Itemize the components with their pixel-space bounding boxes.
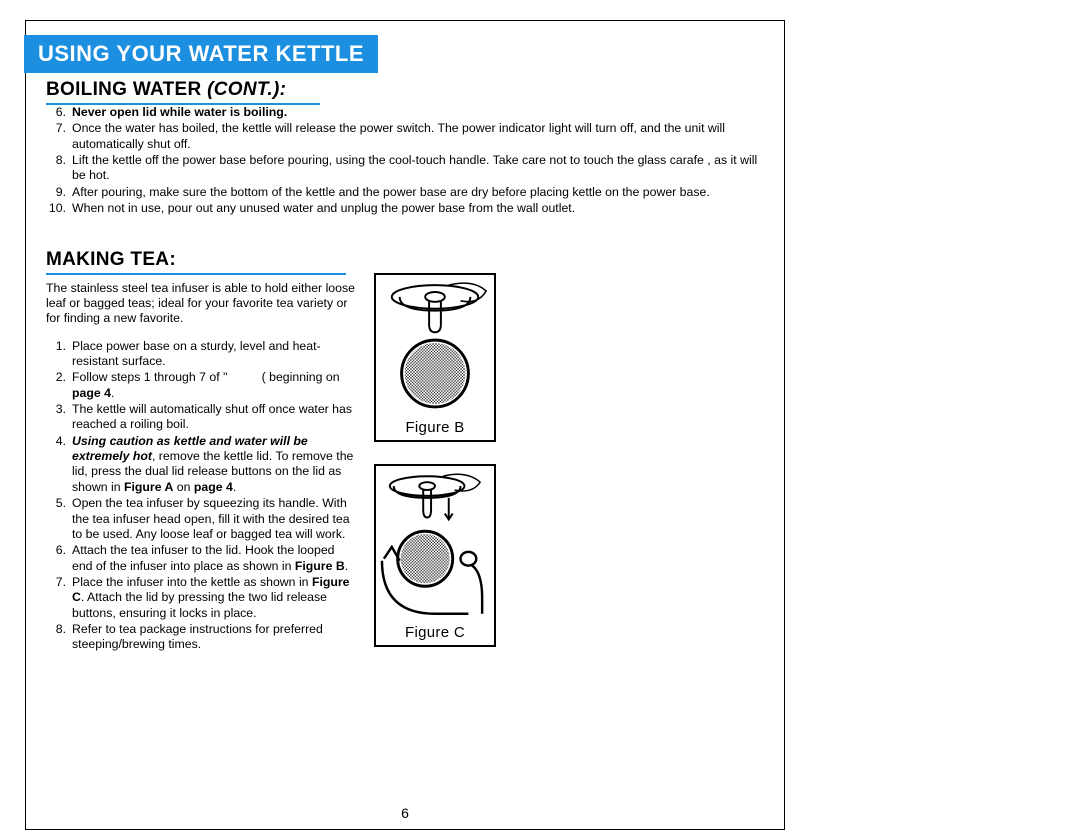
list-item: 10.When not in use, pour out any unused … [68, 201, 764, 216]
boiling-title-text: BOILING WATER [46, 79, 202, 100]
lower-row: MAKING TEA: The stainless steel tea infu… [26, 243, 784, 669]
list-item: 9.After pouring, make sure the bottom of… [68, 185, 764, 200]
section-banner: USING YOUR WATER KETTLE [24, 35, 378, 73]
figure-b-illustration [376, 275, 494, 417]
list-item: 8.Refer to tea package instructions for … [68, 622, 358, 653]
list-item: 3.The kettle will automatically shut off… [68, 402, 358, 433]
making-tea-title: MAKING TEA: [46, 249, 358, 271]
manual-page: USING YOUR WATER KETTLE BOILING WATER (C… [25, 20, 785, 830]
boiling-water-title: BOILING WATER (CONT.): [46, 79, 784, 101]
making-tea-column: MAKING TEA: The stainless steel tea infu… [26, 243, 366, 669]
list-item: 6.Attach the tea infuser to the lid. Hoo… [68, 543, 358, 574]
boiling-title-cont: (CONT.): [202, 79, 287, 100]
list-item: 8.Lift the kettle off the power base bef… [68, 153, 764, 184]
figure-c-illustration [376, 466, 494, 622]
boiling-list: 6.Never open lid while water is boiling.… [46, 105, 764, 217]
list-item: 2.Follow steps 1 through 7 of " ( beginn… [68, 370, 358, 401]
figures-column: Figure B [374, 243, 506, 669]
boiling-content: 6.Never open lid while water is boiling.… [26, 105, 784, 217]
figure-c-caption: Figure C [376, 622, 494, 645]
figure-b-caption: Figure B [376, 417, 494, 440]
list-item: 6.Never open lid while water is boiling. [68, 105, 764, 120]
underline [46, 273, 346, 275]
figure-c-box: Figure C [374, 464, 496, 647]
list-item: 7.Once the water has boiled, the kettle … [68, 121, 764, 152]
list-item: 1.Place power base on a sturdy, level an… [68, 339, 358, 370]
list-item: 5.Open the tea infuser by squeezing its … [68, 496, 358, 542]
list-item: 4.Using caution as kettle and water will… [68, 434, 358, 495]
figure-b-box: Figure B [374, 273, 496, 442]
list-item: 7.Place the infuser into the kettle as s… [68, 575, 358, 621]
tea-intro: The stainless steel tea infuser is able … [46, 281, 358, 327]
tea-list: 1.Place power base on a sturdy, level an… [46, 339, 358, 653]
page-number: 6 [26, 805, 784, 821]
